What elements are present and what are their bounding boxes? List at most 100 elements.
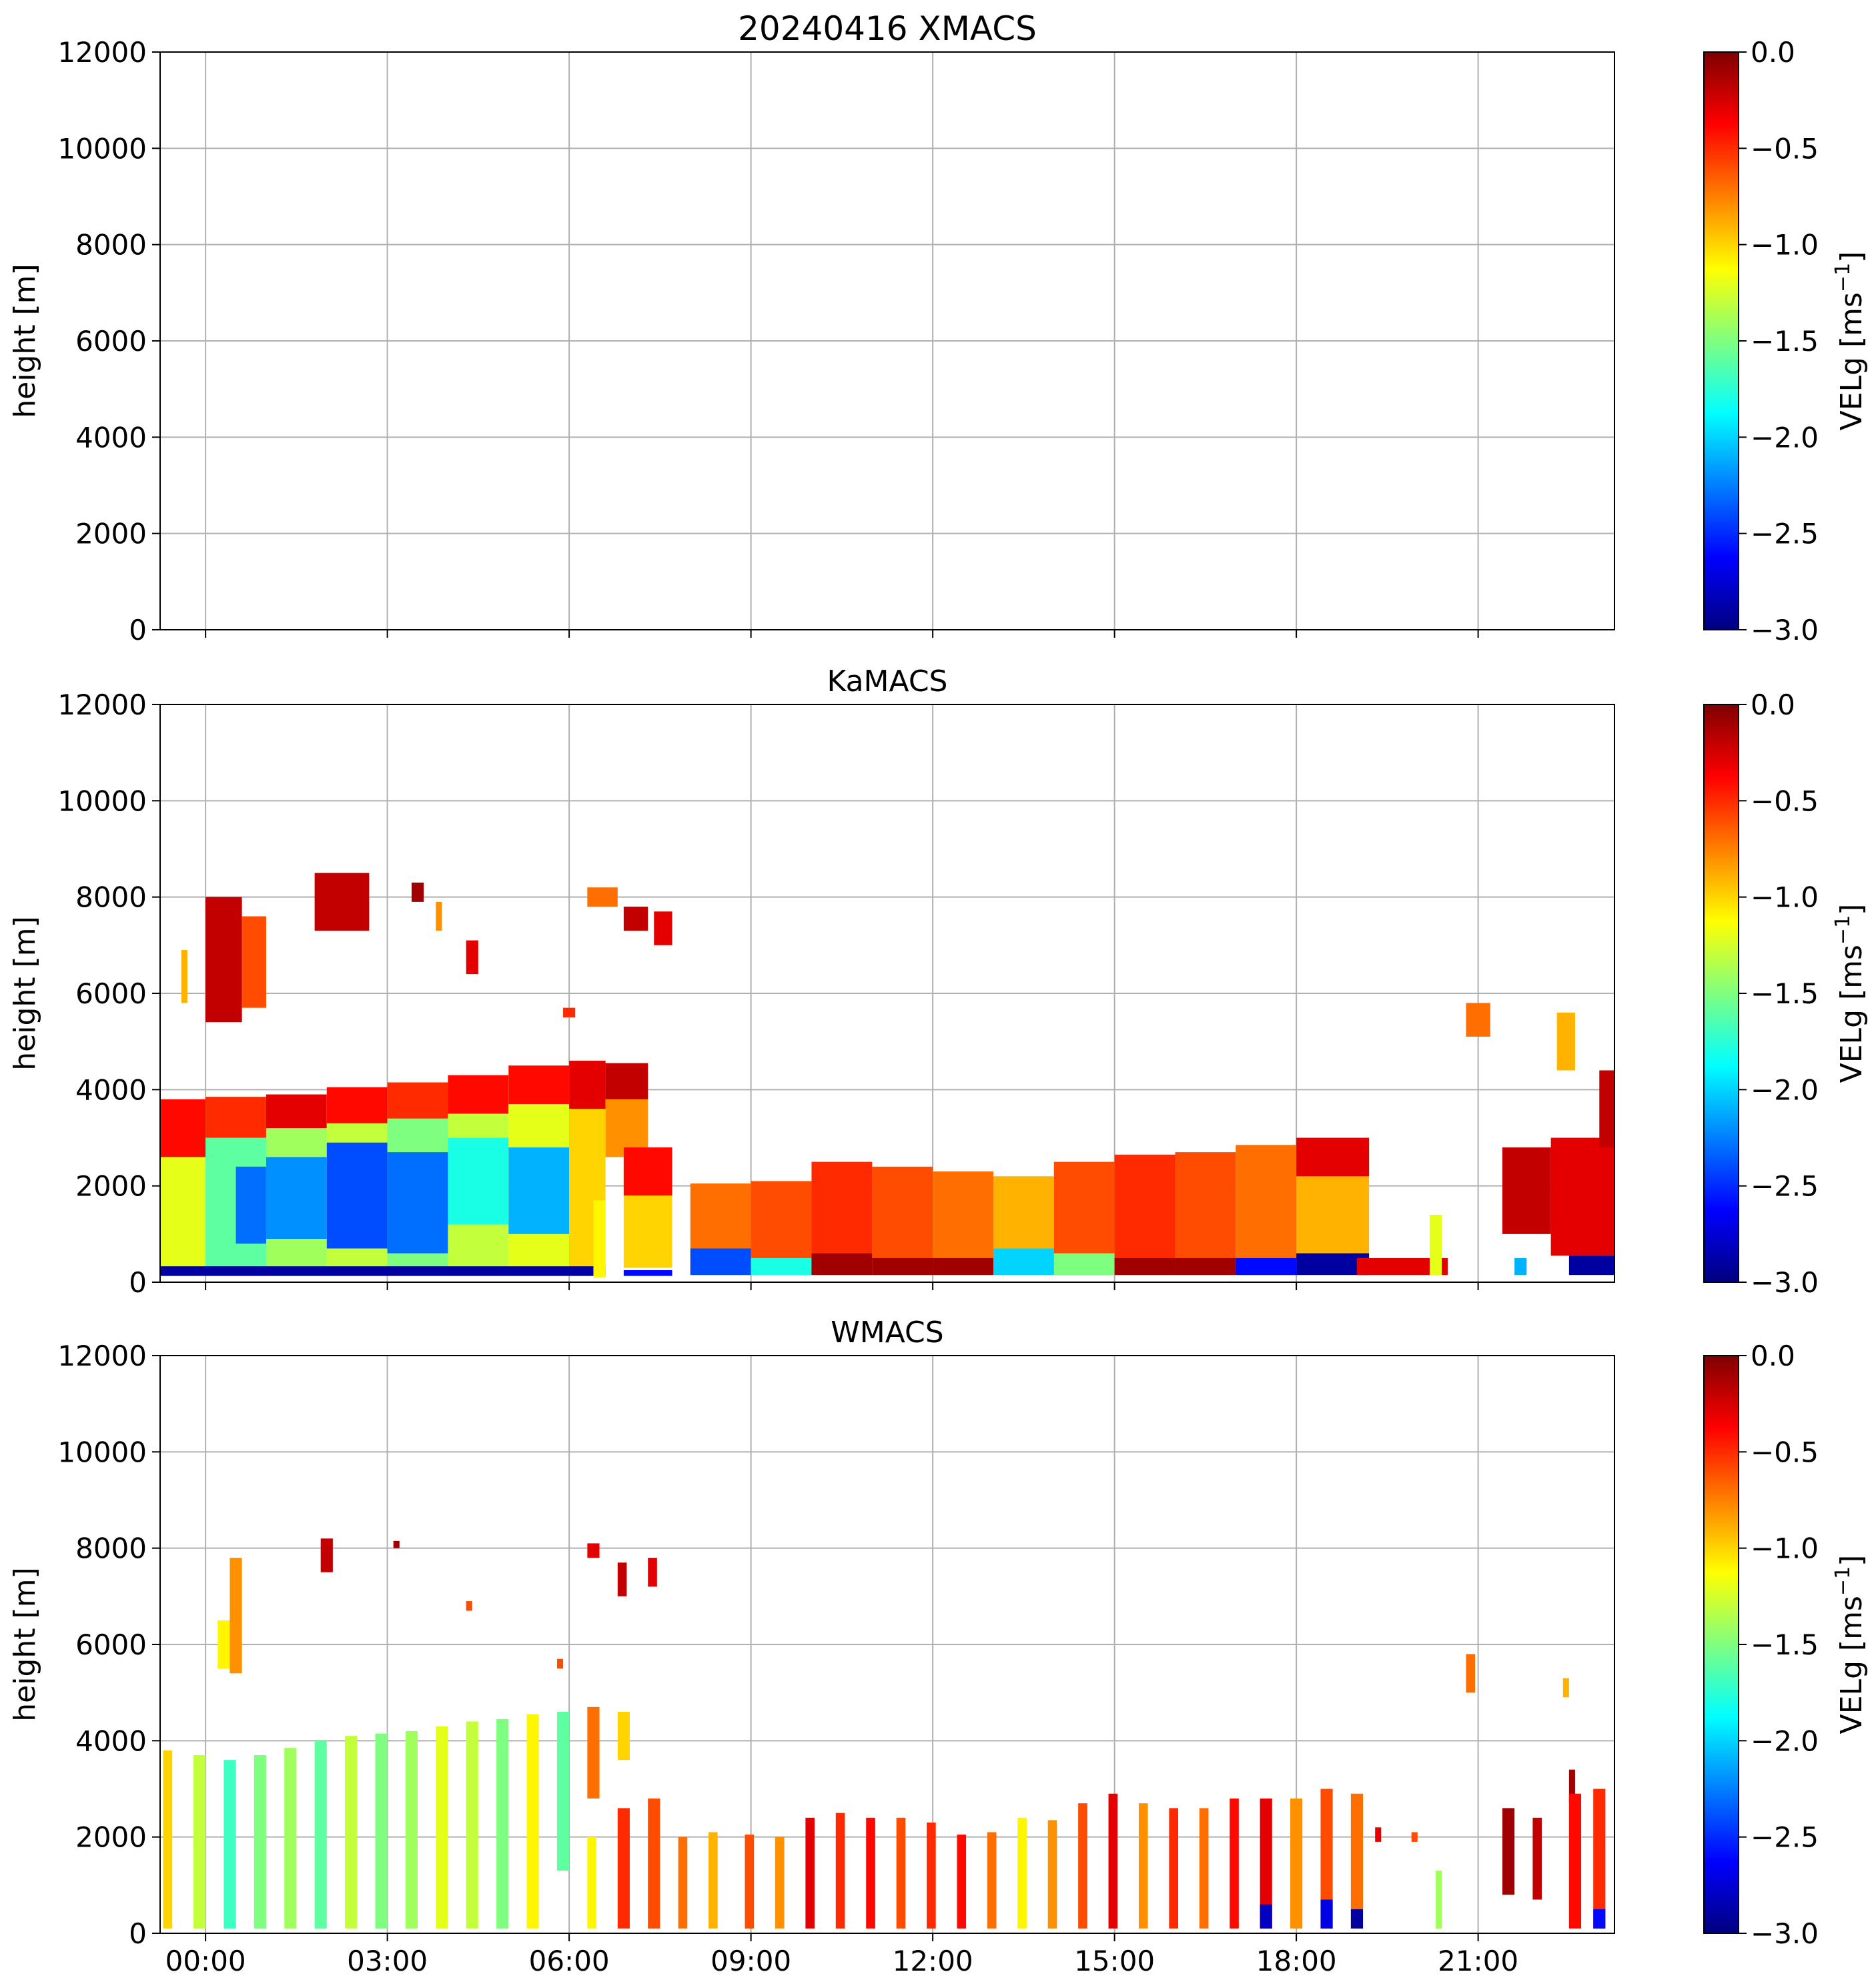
heatmap-cell — [1350, 1909, 1364, 1929]
x-axis-ticks: 00:00 03:00 06:00 09:00 12:00 15:00 18:00 21:00 — [165, 1933, 1518, 1977]
heatmap-cell — [1053, 1253, 1115, 1276]
colorbar-tick-label: −1.5 — [1751, 1628, 1819, 1661]
heatmap-cell — [448, 1137, 509, 1225]
y-tick-label: 10000 — [57, 1436, 147, 1468]
colorbar-tick-label: −1.0 — [1751, 1532, 1819, 1565]
colorbar-tick-label: −3.0 — [1751, 1266, 1819, 1299]
x-tick-label: 00:00 — [165, 1945, 246, 1977]
heatmap-cell — [448, 1075, 509, 1114]
heatmap-cell — [181, 950, 187, 1003]
heatmap-cell — [654, 911, 672, 945]
y-tick-label: 2000 — [75, 1170, 147, 1203]
heatmap-cell — [587, 887, 618, 907]
heatmap-cell — [160, 1266, 606, 1276]
heatmap-cell — [1078, 1803, 1087, 1929]
heatmap-cell — [835, 1813, 845, 1929]
heatmap-cell — [1593, 1789, 1606, 1929]
colorbar-tick-label: −2.5 — [1751, 1821, 1819, 1854]
data-cells — [163, 1538, 1606, 1929]
heatmap-cell — [1550, 1137, 1614, 1256]
heatmap-cell — [411, 883, 424, 902]
heatmap-cell — [556, 1712, 570, 1871]
heatmap-cell — [1114, 1154, 1176, 1276]
heatmap-cell — [326, 1142, 388, 1249]
heatmap-cell — [1230, 1798, 1239, 1929]
heatmap-cell — [648, 1558, 657, 1587]
x-tick-label: 18:00 — [1256, 1945, 1337, 1977]
colorbar-tick-label: 0.0 — [1751, 688, 1795, 721]
x-tick-label: 21:00 — [1438, 1945, 1518, 1977]
heatmap-cell — [690, 1248, 751, 1276]
colorbar-tick-label: −3.0 — [1751, 614, 1819, 646]
heatmap-cell — [236, 1166, 266, 1244]
heatmap-cell — [205, 897, 242, 1023]
heatmap-cell — [1514, 1258, 1527, 1276]
y-tick-label: 6000 — [75, 1628, 147, 1661]
heatmap-cell — [605, 1063, 648, 1099]
heatmap-cell — [617, 1562, 627, 1596]
heatmap-cell — [1466, 1003, 1490, 1037]
colorbar: 0.0 −0.5 −1.0 −1.5 −2.0 −2.5 −3.0 VELg [ms−1] — [1703, 1340, 1869, 1950]
heatmap-cell — [466, 940, 478, 975]
heatmap-cell — [1114, 1258, 1176, 1276]
heatmap-cell — [1593, 1909, 1606, 1929]
heatmap-cell — [1466, 1654, 1476, 1693]
colorbar-tick-label: −2.5 — [1751, 518, 1819, 550]
y-tick-label: 0 — [129, 614, 147, 646]
panel-title: 20240416 XMACS — [738, 9, 1037, 48]
heatmap-cell — [254, 1755, 266, 1929]
heatmap-cell — [933, 1258, 993, 1276]
heatmap-cell — [1017, 1817, 1027, 1929]
colorbar-tick-label: −0.5 — [1751, 785, 1819, 817]
heatmap-cell — [1502, 1808, 1515, 1895]
heatmap-cell — [1260, 1904, 1272, 1929]
heatmap-cell — [345, 1736, 358, 1929]
heatmap-cell — [466, 1721, 478, 1929]
heatmap-cell — [745, 1835, 755, 1929]
colorbar-tick-label: −1.5 — [1751, 977, 1819, 1010]
y-tick-label: 0 — [129, 1266, 147, 1299]
x-tick-label: 12:00 — [893, 1945, 973, 1977]
heatmap-cell — [1568, 1793, 1582, 1929]
heatmap-cell — [1290, 1798, 1303, 1929]
heatmap-cell — [387, 1082, 448, 1119]
colorbar-label: VELg [ms−1] — [1831, 1555, 1869, 1734]
heatmap-cell — [617, 1808, 630, 1929]
heatmap-cell — [617, 1712, 630, 1761]
colorbar-tick-label: −2.5 — [1751, 1170, 1819, 1203]
data-cells — [160, 873, 1614, 1278]
heatmap-cell — [266, 1157, 327, 1239]
y-tick-label: 10000 — [57, 132, 147, 165]
heatmap-cell — [405, 1730, 418, 1929]
heatmap-cell — [1599, 1070, 1614, 1147]
colorbar-gradient — [1703, 51, 1739, 630]
y-axis-label: height [m] — [8, 916, 42, 1070]
heatmap-cell — [1236, 1145, 1297, 1276]
heatmap-cell — [1502, 1147, 1551, 1234]
y-tick-label: 12000 — [57, 1340, 147, 1372]
heatmap-cell — [623, 1147, 672, 1196]
heatmap-cell — [563, 1007, 576, 1018]
heatmap-cell — [933, 1171, 993, 1276]
colorbar-ticks: 0.0 −0.5 −1.0 −1.5 −2.0 −2.5 −3.0 — [1739, 36, 1819, 646]
x-tick-label: 15:00 — [1074, 1945, 1155, 1977]
colorbar-tick-label: −2.0 — [1751, 1724, 1819, 1757]
colorbar-ticks: 0.0 −0.5 −1.0 −1.5 −2.0 −2.5 −3.0 — [1739, 688, 1819, 1299]
heatmap-cell — [1375, 1827, 1382, 1842]
y-tick-label: 12000 — [57, 688, 147, 721]
heatmap-cell — [1169, 1808, 1178, 1929]
heatmap-cell — [805, 1817, 815, 1929]
heatmap-cell — [320, 1538, 333, 1572]
heatmap-cell — [1411, 1832, 1418, 1842]
heatmap-cell — [1568, 1769, 1575, 1804]
colorbar-gradient — [1703, 704, 1739, 1283]
panel-wmacs: 0 2000 4000 6000 8000 10000 12000 00:00 03:00 06… — [8, 1316, 1869, 1977]
heatmap-cell — [1047, 1820, 1057, 1929]
colorbar-gradient — [1703, 1355, 1739, 1934]
y-axis-ticks: 0 2000 4000 6000 8000 10000 12000 — [57, 1340, 160, 1950]
heatmap-cell — [387, 1152, 448, 1254]
y-tick-label: 0 — [129, 1917, 147, 1950]
colorbar-ticks: 0.0 −0.5 −1.0 −1.5 −2.0 −2.5 −3.0 — [1739, 1340, 1819, 1950]
heatmap-cell — [1260, 1798, 1272, 1929]
